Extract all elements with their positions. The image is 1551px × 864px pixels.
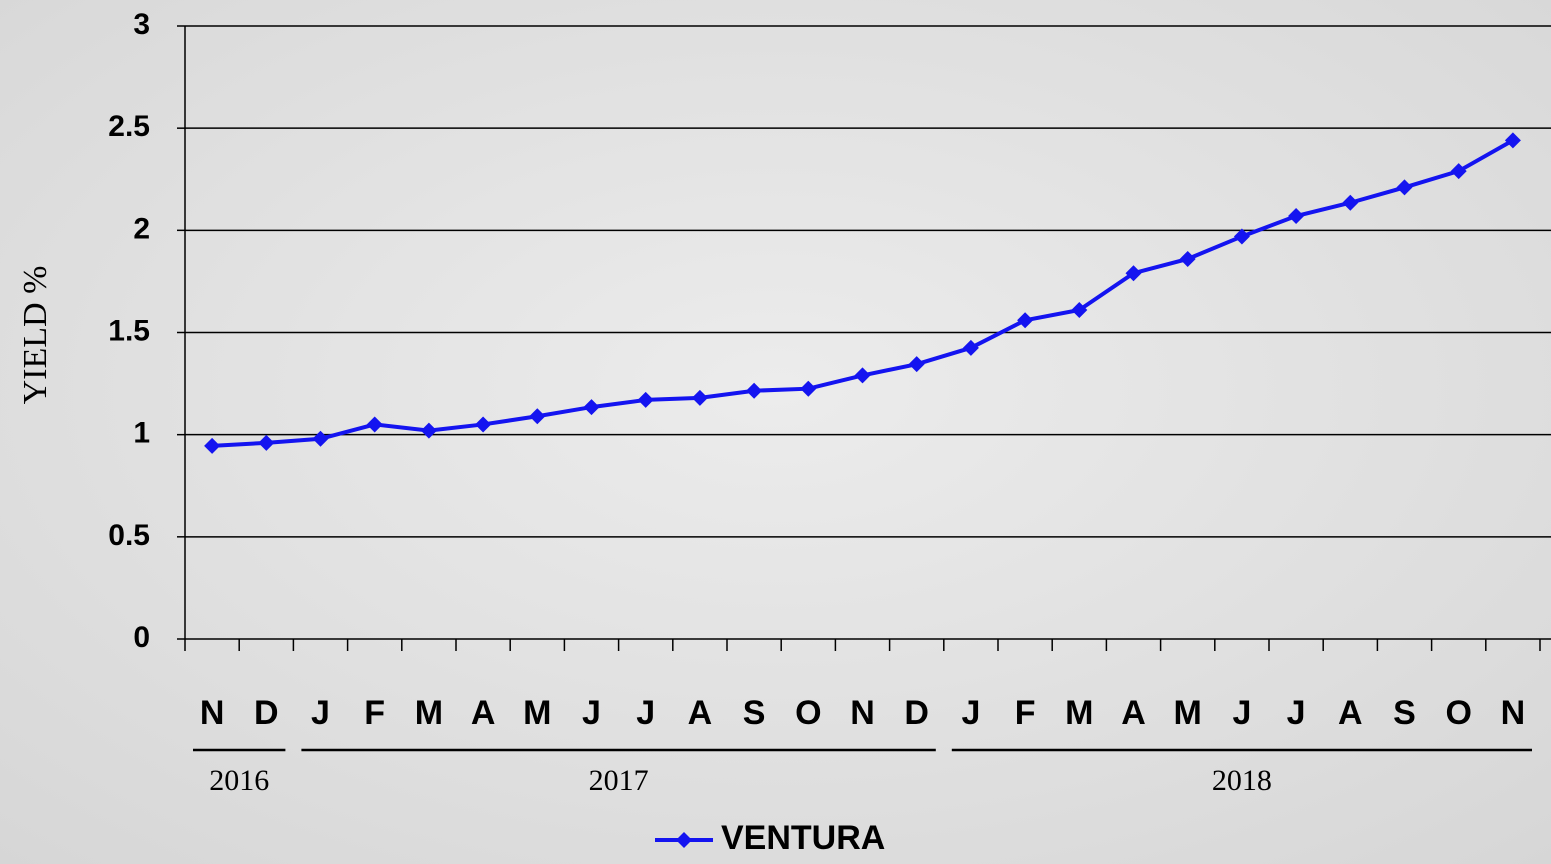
y-tick-label: 0.5: [108, 519, 150, 552]
y-tick-label: 2.5: [108, 110, 150, 143]
y-tick-label: 2: [133, 212, 150, 245]
x-tick-label: N: [200, 694, 225, 732]
legend-label: VENTURA: [721, 819, 885, 857]
point-marker: [583, 399, 600, 416]
point-marker: [854, 367, 871, 384]
point-marker: [1233, 228, 1250, 245]
point-marker: [691, 389, 708, 406]
x-tick-label: J: [636, 694, 655, 732]
x-tick-label: M: [523, 694, 551, 732]
x-tick-label: A: [1338, 694, 1363, 732]
group-label: 2018: [1212, 764, 1272, 797]
x-tick-label: A: [471, 694, 496, 732]
x-tick-label: F: [1015, 694, 1036, 732]
x-tick-label: M: [1174, 694, 1202, 732]
x-tick-label: N: [850, 694, 875, 732]
x-tick-label: F: [364, 694, 385, 732]
x-tick-label: J: [1232, 694, 1251, 732]
x-tick-label: S: [743, 694, 766, 732]
point-marker: [1288, 208, 1305, 225]
point-marker: [908, 356, 925, 373]
x-tick-label: N: [1501, 694, 1526, 732]
point-marker: [962, 339, 979, 356]
point-marker: [312, 430, 329, 447]
point-marker: [1342, 194, 1359, 211]
point-marker: [420, 422, 437, 439]
point-marker: [366, 416, 383, 433]
legend-marker: [676, 832, 692, 848]
x-tick-label: J: [961, 694, 980, 732]
point-marker: [1504, 132, 1521, 149]
x-tick-label: M: [1065, 694, 1093, 732]
point-marker: [475, 416, 492, 433]
x-tick-label: J: [311, 694, 330, 732]
y-tick-label: 1: [133, 417, 150, 450]
point-marker: [204, 437, 221, 454]
x-tick-label: A: [688, 694, 713, 732]
point-marker: [1017, 312, 1034, 329]
x-tick-label: D: [904, 694, 929, 732]
point-marker: [258, 434, 275, 451]
y-tick-label: 1.5: [108, 314, 150, 347]
group-label: 2017: [589, 764, 649, 797]
x-tick-label: O: [1445, 694, 1471, 732]
point-marker: [529, 408, 546, 425]
point-marker: [637, 391, 654, 408]
x-tick-label: J: [582, 694, 601, 732]
x-tick-label: D: [254, 694, 279, 732]
x-tick-label: A: [1121, 694, 1146, 732]
y-axis-label: YIELD %: [17, 266, 54, 405]
point-marker: [746, 382, 763, 399]
point-marker: [800, 380, 817, 397]
x-tick-label: M: [415, 694, 443, 732]
y-tick-label: 0: [133, 621, 150, 654]
point-marker: [1396, 179, 1413, 196]
point-marker: [1179, 250, 1196, 267]
point-marker: [1450, 163, 1467, 180]
point-marker: [1125, 265, 1142, 282]
x-tick-label: S: [1393, 694, 1416, 732]
y-tick-label: 3: [133, 8, 150, 41]
group-label: 2016: [209, 764, 269, 797]
point-marker: [1071, 302, 1088, 319]
x-tick-label: J: [1287, 694, 1306, 732]
x-tick-label: O: [795, 694, 821, 732]
